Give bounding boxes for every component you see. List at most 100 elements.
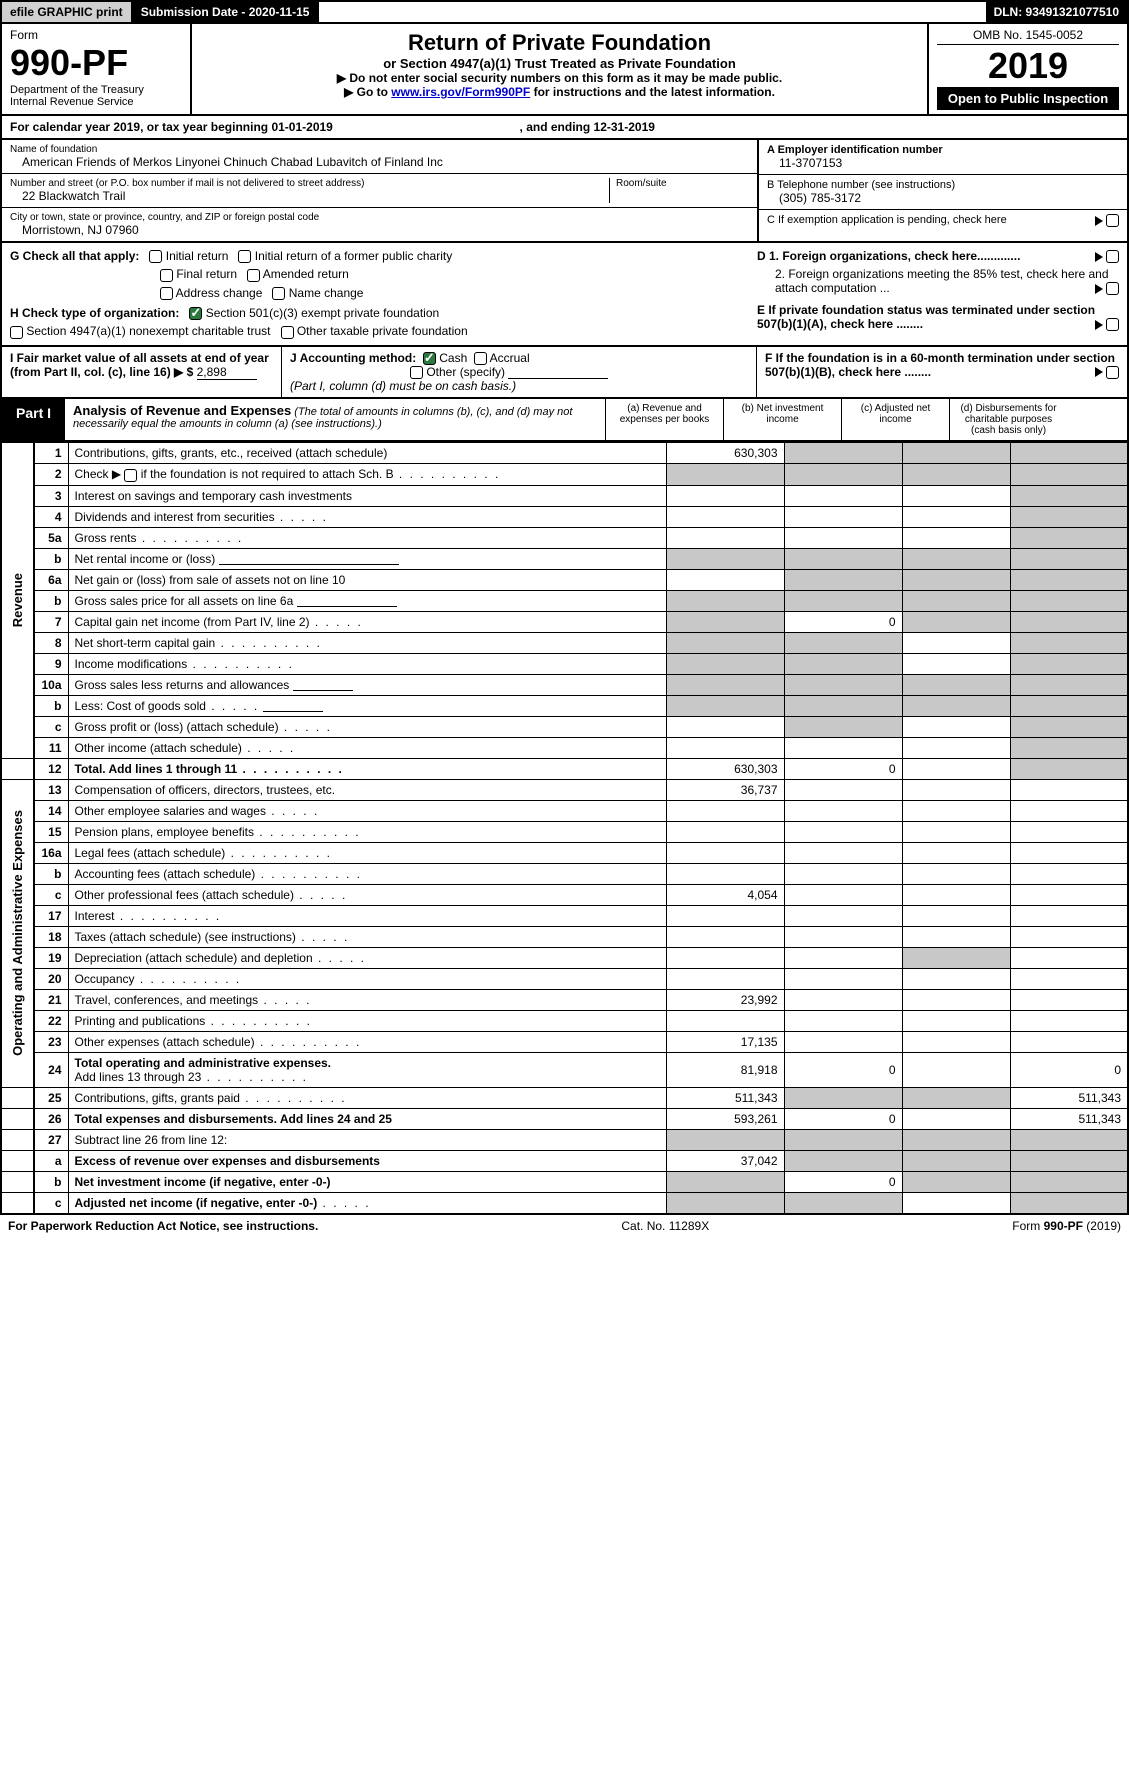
omb-number: OMB No. 1545-0052 — [937, 28, 1119, 45]
top-bar: efile GRAPHIC print Submission Date - 20… — [0, 0, 1129, 24]
open-public-badge: Open to Public Inspection — [937, 87, 1119, 110]
calendar-year-line: For calendar year 2019, or tax year begi… — [0, 116, 1129, 140]
table-row: 24Total operating and administrative exp… — [1, 1052, 1128, 1087]
col-a-header: (a) Revenue and expenses per books — [605, 399, 723, 440]
part1-title: Analysis of Revenue and Expenses — [73, 403, 291, 418]
exemption-pending-label: C If exemption application is pending, c… — [767, 214, 1007, 226]
ssn-note: ▶ Do not enter social security numbers o… — [204, 71, 915, 85]
street-address: 22 Blackwatch Trail — [10, 189, 609, 203]
page-footer: For Paperwork Reduction Act Notice, see … — [0, 1215, 1129, 1237]
table-row: 11Other income (attach schedule) — [1, 737, 1128, 758]
expenses-side-label: Operating and Administrative Expenses — [8, 802, 27, 1064]
revenue-side-label: Revenue — [8, 565, 27, 635]
table-row: 22Printing and publications — [1, 1010, 1128, 1031]
addr-label: Number and street (or P.O. box number if… — [10, 178, 609, 189]
entity-info: Name of foundation American Friends of M… — [0, 140, 1129, 243]
table-row: 25Contributions, gifts, grants paid511,3… — [1, 1087, 1128, 1108]
accrual-checkbox[interactable] — [474, 352, 487, 365]
table-row: 12Total. Add lines 1 through 11630,3030 — [1, 758, 1128, 779]
analysis-table: Revenue 1 Contributions, gifts, grants, … — [0, 442, 1129, 1214]
part1-tag: Part I — [2, 399, 65, 440]
sch-b-checkbox[interactable] — [124, 469, 137, 482]
cash-checkbox[interactable] — [423, 352, 436, 365]
fmv-value: 2,898 — [197, 365, 257, 380]
table-row: 15Pension plans, employee benefits — [1, 821, 1128, 842]
60month-checkbox[interactable] — [1106, 366, 1119, 379]
amended-return-checkbox[interactable] — [247, 269, 260, 282]
4947-checkbox[interactable] — [10, 326, 23, 339]
city-label: City or town, state or province, country… — [10, 212, 749, 223]
arrow-icon — [1095, 367, 1103, 377]
part1-header: Part I Analysis of Revenue and Expenses … — [0, 399, 1129, 442]
table-row: cAdjusted net income (if negative, enter… — [1, 1192, 1128, 1214]
table-row: 4Dividends and interest from securities — [1, 506, 1128, 527]
efile-label: efile GRAPHIC print — [2, 2, 133, 22]
other-method-checkbox[interactable] — [410, 366, 423, 379]
col-d-header: (d) Disbursements for charitable purpose… — [949, 399, 1067, 440]
other-taxable-checkbox[interactable] — [281, 326, 294, 339]
table-row: Operating and Administrative Expenses 13… — [1, 779, 1128, 800]
phone-label: B Telephone number (see instructions) — [767, 179, 1119, 191]
cash-basis-note: (Part I, column (d) must be on cash basi… — [290, 379, 516, 393]
table-row: 26Total expenses and disbursements. Add … — [1, 1108, 1128, 1129]
initial-return-checkbox[interactable] — [149, 250, 162, 263]
form-number: 990-PF — [10, 42, 182, 84]
table-row: bLess: Cost of goods sold — [1, 695, 1128, 716]
dln: DLN: 93491321077510 — [986, 2, 1127, 22]
g-label: G Check all that apply: — [10, 249, 139, 263]
form-header: Form 990-PF Department of the Treasury I… — [0, 24, 1129, 116]
f-label: F If the foundation is in a 60-month ter… — [765, 351, 1115, 379]
table-row: 7Capital gain net income (from Part IV, … — [1, 611, 1128, 632]
form-subtitle: or Section 4947(a)(1) Trust Treated as P… — [204, 56, 915, 71]
table-row: 18Taxes (attach schedule) (see instructi… — [1, 926, 1128, 947]
table-row: 21Travel, conferences, and meetings23,99… — [1, 989, 1128, 1010]
phone-value: (305) 785-3172 — [767, 191, 1119, 205]
table-row: 8Net short-term capital gain — [1, 632, 1128, 653]
terminated-checkbox[interactable] — [1106, 318, 1119, 331]
table-row: 5aGross rents — [1, 527, 1128, 548]
submission-date: Submission Date - 2020-11-15 — [133, 2, 320, 22]
arrow-icon — [1095, 320, 1103, 330]
501c3-checkbox[interactable] — [189, 307, 202, 320]
table-row: 3Interest on savings and temporary cash … — [1, 485, 1128, 506]
table-row: bAccounting fees (attach schedule) — [1, 863, 1128, 884]
dept-label: Department of the Treasury Internal Reve… — [10, 84, 182, 108]
table-row: 10aGross sales less returns and allowanc… — [1, 674, 1128, 695]
h-label: H Check type of organization: — [10, 306, 179, 320]
table-row: 23Other expenses (attach schedule)17,135 — [1, 1031, 1128, 1052]
table-row: cOther professional fees (attach schedul… — [1, 884, 1128, 905]
col-b-header: (b) Net investment income — [723, 399, 841, 440]
table-row: bGross sales price for all assets on lin… — [1, 590, 1128, 611]
table-row: 17Interest — [1, 905, 1128, 926]
name-label: Name of foundation — [10, 144, 749, 155]
footer-right: Form 990-PF (2019) — [1012, 1219, 1121, 1233]
ein-value: 11-3707153 — [767, 156, 1119, 170]
e-label: E If private foundation status was termi… — [757, 303, 1095, 331]
table-row: 27Subtract line 26 from line 12: — [1, 1129, 1128, 1150]
form-word: Form — [10, 28, 182, 42]
table-row: Revenue 1 Contributions, gifts, grants, … — [1, 443, 1128, 464]
foundation-name: American Friends of Merkos Linyonei Chin… — [10, 155, 749, 169]
address-change-checkbox[interactable] — [160, 287, 173, 300]
foreign-org-checkbox[interactable] — [1106, 250, 1119, 263]
room-label: Room/suite — [616, 178, 749, 189]
name-change-checkbox[interactable] — [272, 287, 285, 300]
table-row: 16aLegal fees (attach schedule) — [1, 842, 1128, 863]
irs-link[interactable]: www.irs.gov/Form990PF — [391, 85, 530, 99]
exemption-checkbox[interactable] — [1106, 214, 1119, 227]
initial-former-checkbox[interactable] — [238, 250, 251, 263]
arrow-icon — [1095, 284, 1103, 294]
table-row: 19Depreciation (attach schedule) and dep… — [1, 947, 1128, 968]
table-row: aExcess of revenue over expenses and dis… — [1, 1150, 1128, 1171]
table-row: bNet rental income or (loss) — [1, 548, 1128, 569]
col-c-header: (c) Adjusted net income — [841, 399, 949, 440]
foreign-85-checkbox[interactable] — [1106, 282, 1119, 295]
table-row: 20Occupancy — [1, 968, 1128, 989]
form-title: Return of Private Foundation — [204, 30, 915, 56]
goto-note: ▶ Go to www.irs.gov/Form990PF for instru… — [204, 85, 915, 99]
tax-year: 2019 — [937, 45, 1119, 87]
final-return-checkbox[interactable] — [160, 269, 173, 282]
ein-label: A Employer identification number — [767, 144, 1119, 156]
table-row: cGross profit or (loss) (attach schedule… — [1, 716, 1128, 737]
table-row: 6aNet gain or (loss) from sale of assets… — [1, 569, 1128, 590]
